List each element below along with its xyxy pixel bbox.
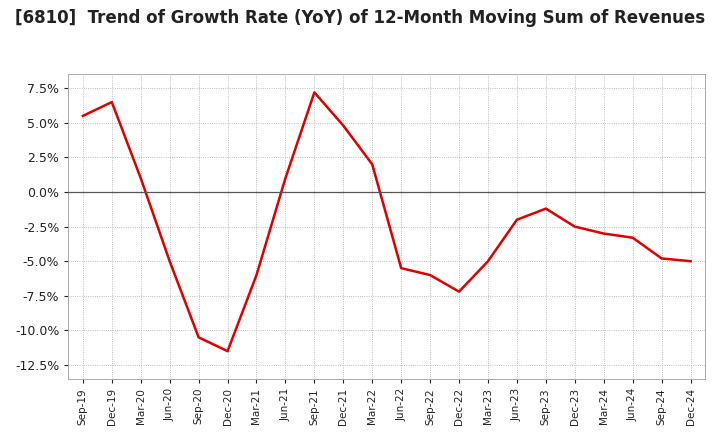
Text: [6810]  Trend of Growth Rate (YoY) of 12-Month Moving Sum of Revenues: [6810] Trend of Growth Rate (YoY) of 12-… [15, 9, 705, 27]
